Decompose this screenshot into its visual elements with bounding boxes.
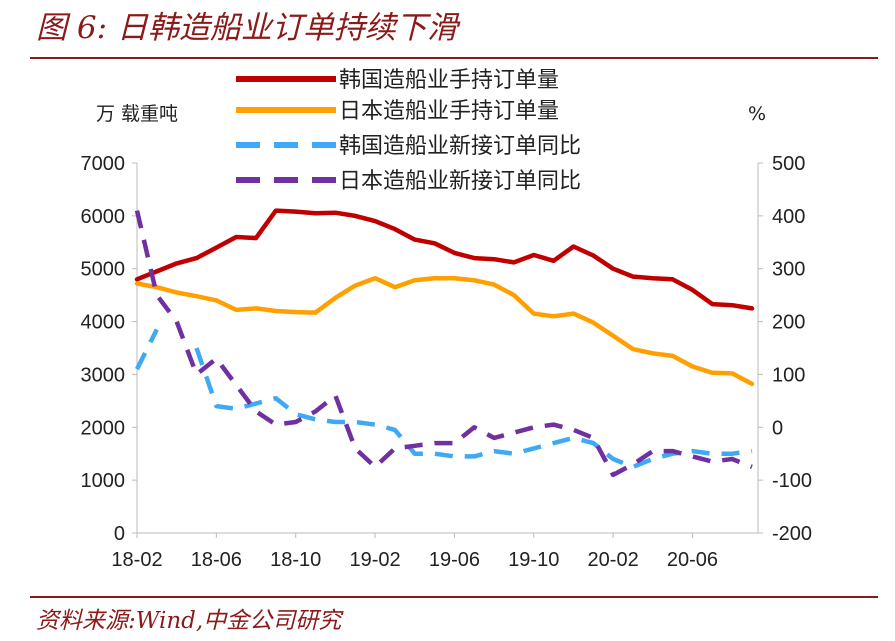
left-tick-label: 4000 [81,312,126,334]
legend-label-3: 韩国造船业新接订单同比 [339,134,581,159]
right-tick-label: 400 [772,206,805,228]
left-tick-label: 1000 [81,470,126,492]
x-tick-label: 20-02 [588,549,639,571]
right-tick-label: 300 [772,259,805,281]
right-tick-label: 100 [772,364,805,386]
left-tick-label: 6000 [81,206,126,228]
series-line-2 [134,275,755,387]
right-tick-label: -200 [772,523,812,545]
x-tick-label: 18-06 [191,549,242,571]
right-tick-label: 200 [772,312,805,334]
x-tick-label: 19-02 [349,549,400,571]
right-axis-unit: % [748,103,766,125]
x-tick-label: 18-10 [270,549,321,571]
series-line-4 [134,210,753,478]
x-tick-label: 19-06 [429,549,480,571]
x-tick-label: 19-10 [508,549,559,571]
right-tick-label: -100 [772,470,812,492]
left-tick-label: 7000 [81,153,126,175]
left-axis-unit: 万 载重吨 [96,103,178,125]
series-line-3 [134,328,159,371]
series-line-1 [134,208,755,311]
chart-title: 图 6: 日韩造船业订单持续下滑 [36,10,458,46]
series-lines [134,208,755,478]
left-tick-label: 0 [114,523,125,545]
left-tick-label: 5000 [81,259,126,281]
left-tick-label: 3000 [81,364,126,386]
source-rule [30,596,878,598]
right-tick-label: 500 [772,153,805,175]
legend-label-2: 日本造船业手持订单量 [339,99,559,124]
legend: 韩国造船业手持订单量日本造船业手持订单量韩国造船业新接订单同比日本造船业新接订单… [236,68,581,194]
legend-label-1: 韩国造船业手持订单量 [339,68,559,93]
legend-label-4: 日本造船业新接订单同比 [339,169,581,194]
source-note: 资料来源:Wind,中金公司研究 [36,608,342,634]
x-tick-label: 20-06 [667,549,718,571]
right-tick-label: 0 [772,417,783,439]
series-line-3 [194,347,753,470]
left-tick-label: 2000 [81,417,126,439]
x-tick-label: 18-02 [111,549,162,571]
title-rule [30,57,878,59]
axes: 0 1000 2000 3000 4000 5000 6000 7000 -200 -100 0 10… [81,153,813,571]
